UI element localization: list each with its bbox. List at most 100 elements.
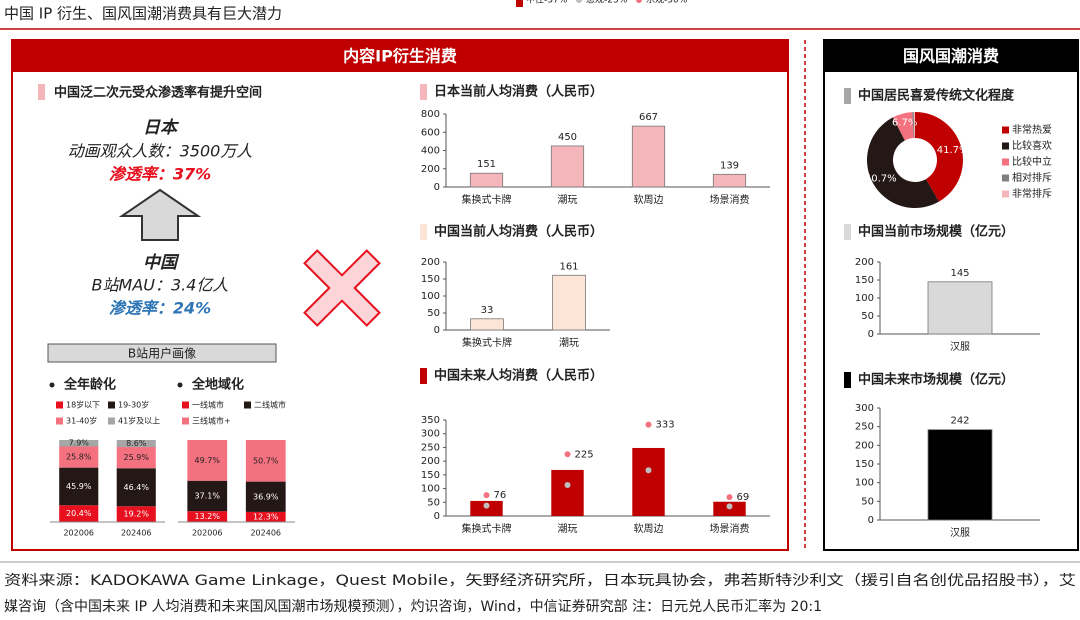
data-label: 333	[656, 420, 675, 431]
bar-segment	[245, 511, 286, 522]
legend-swatch	[108, 401, 115, 409]
x-tick-label: 集换式卡牌	[462, 193, 512, 206]
bar	[550, 145, 585, 188]
y-tick-label: 300	[855, 403, 874, 414]
y-tick-label: 350	[421, 415, 440, 426]
x-tick-label: 软周边	[634, 193, 664, 206]
legend-swatch	[56, 401, 63, 409]
y-tick-label: 400	[421, 146, 440, 157]
slice	[915, 112, 964, 202]
data-label: 33	[481, 305, 494, 316]
legend-label: 19-30岁	[118, 400, 149, 410]
y-tick-label: 200	[421, 456, 440, 467]
slice	[912, 112, 915, 139]
y-tick-label: 250	[855, 422, 874, 433]
section-title: 内容IP衍生消费	[343, 47, 457, 66]
y-tick-label: 150	[421, 274, 440, 285]
legend-label: 31-40岁	[66, 416, 97, 426]
y-tick-label: 150	[855, 459, 874, 470]
y-tick-label: 100	[421, 484, 440, 495]
chart-title: 全地域化	[191, 377, 244, 393]
up-arrow	[118, 188, 202, 241]
data-label: 667	[639, 112, 658, 123]
bar	[632, 447, 665, 516]
legend-swatch	[182, 401, 189, 409]
x-tick-label: 潮玩	[559, 336, 579, 349]
bar-segment	[187, 480, 228, 512]
portrait-title: B站用户画像	[128, 346, 196, 361]
point	[645, 421, 652, 428]
bar-segment	[116, 440, 156, 448]
chart-title: 中国未来人均消费（人民币）	[434, 368, 603, 384]
x-tick-label: 汉服	[950, 527, 970, 539]
data-label: 450	[558, 132, 577, 143]
slice-label: 6.7%	[892, 117, 917, 128]
slice-label: 41.7%	[937, 145, 969, 156]
legend-label: 二线城市	[254, 400, 286, 410]
bar-segment	[116, 468, 156, 507]
legend-label: 非常排斥	[1012, 187, 1052, 200]
y-tick-label: 600	[421, 127, 440, 138]
stat: B站MAU：3.4亿人	[92, 276, 229, 295]
legend-label: 相对排斥	[1012, 171, 1052, 184]
data-label: 225	[575, 449, 594, 460]
section-title: 国风国潮消费	[903, 47, 999, 66]
legend-swatch	[56, 417, 63, 425]
bar-segment	[59, 505, 99, 522]
data-label: 69	[737, 492, 750, 503]
chart-title: 中国当前人均消费（人民币）	[434, 224, 603, 240]
point	[483, 492, 490, 499]
data-label: 139	[720, 160, 739, 171]
country: 日本	[143, 118, 180, 138]
point	[483, 502, 490, 509]
y-tick-label: 800	[421, 109, 440, 120]
x-tick-label: 汉服	[950, 341, 970, 353]
segment-label: 20.4%	[66, 509, 92, 518]
x-tick-label: 场景消费	[710, 193, 750, 206]
x-tick-label: 潮玩	[558, 522, 578, 535]
legend-swatch	[1002, 142, 1009, 150]
segment-label: 36.9%	[253, 492, 279, 501]
y-tick-label: 50	[427, 497, 440, 508]
data-label: 76	[494, 490, 507, 501]
y-tick-label: 250	[421, 442, 440, 453]
source: 资料来源：KADOKAWA Game Linkage，Quest Mobile，…	[4, 573, 1076, 589]
chart-title: 中国当前市场规模（亿元）	[858, 224, 1014, 240]
bar-segment	[59, 467, 99, 506]
legend-label: 18岁以下	[66, 400, 100, 410]
bar-segment	[187, 440, 228, 481]
x-tick-label: 集换式卡牌	[462, 336, 512, 349]
chart-title: 日本当前人均消费（人民币）	[434, 84, 603, 100]
y-tick-label: 200	[421, 164, 440, 175]
slice-label: 50.7%	[865, 174, 897, 185]
title-marker	[844, 372, 851, 388]
y-tick-label: 300	[421, 429, 440, 440]
bullet	[177, 382, 183, 388]
legend-swatch	[636, 0, 642, 3]
x-tick-label: 软周边	[634, 522, 664, 535]
bar-segment	[59, 446, 99, 468]
bar	[552, 274, 586, 331]
rate: 渗透率：37%	[109, 165, 211, 184]
bar	[927, 429, 993, 521]
data-label: 242	[950, 416, 969, 427]
y-tick-label: 0	[868, 329, 874, 340]
bar-segment	[245, 440, 286, 482]
chart-title: 中国居民喜爱传统文化程度	[858, 88, 1015, 104]
page-title: 中国 IP 衍生、国风国潮消费具有巨大潜力	[4, 5, 282, 23]
legend-label: 三线城市+	[192, 416, 231, 426]
y-tick-label: 200	[421, 257, 440, 268]
legend-swatch	[1002, 126, 1009, 134]
legend-label: 中性-37%	[526, 0, 568, 6]
left-header	[12, 40, 788, 72]
bar	[712, 173, 747, 188]
segment-label: 49.7%	[195, 456, 221, 465]
point	[564, 482, 571, 489]
x-tick-label: 202006	[192, 529, 223, 538]
bar-segment	[187, 511, 228, 522]
bar	[631, 125, 666, 188]
segment-label: 13.2%	[195, 512, 221, 521]
y-tick-label: 150	[855, 275, 874, 286]
title-marker	[420, 368, 427, 384]
slice	[892, 112, 914, 141]
